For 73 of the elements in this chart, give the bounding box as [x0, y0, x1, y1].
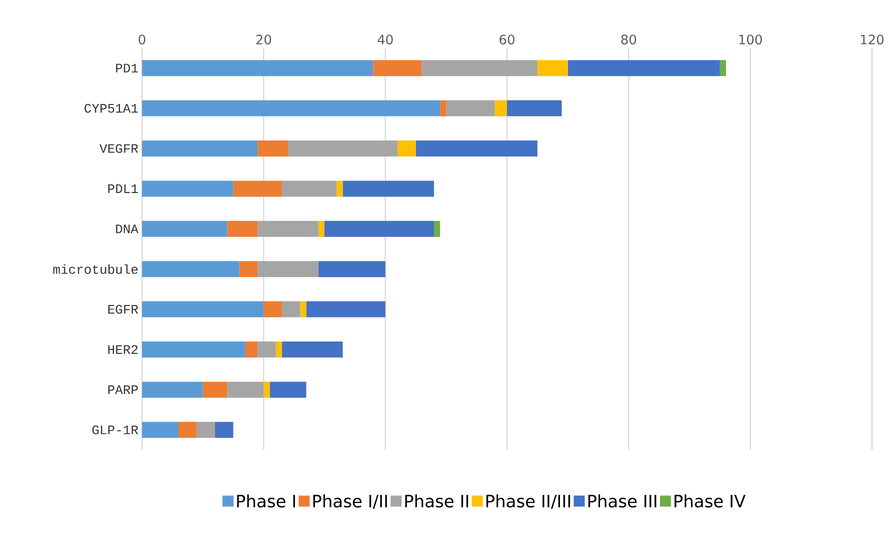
y-tick-label: PD1 [116, 64, 138, 72]
bar [422, 60, 538, 76]
bar [440, 100, 446, 116]
y-tick-label: VEGFR [100, 144, 138, 153]
x-tick-label: 0 [138, 34, 146, 44]
bar [142, 261, 240, 278]
bar [507, 100, 562, 116]
bar [245, 341, 258, 358]
bar [215, 422, 234, 438]
bar [434, 220, 440, 237]
y-tick-label: CYP51A1 [84, 104, 138, 113]
bar [318, 261, 386, 278]
bar [202, 382, 228, 398]
bar [196, 422, 216, 438]
y-tick-label: GLP-1R [92, 425, 138, 434]
bar [264, 301, 282, 318]
bar [264, 382, 270, 398]
bar [288, 140, 398, 156]
y-tick-label: PARP [108, 385, 138, 394]
bar [258, 220, 318, 237]
bar [446, 100, 495, 116]
bar [276, 341, 282, 358]
legend-label: Phase II/III [486, 494, 570, 509]
bar [282, 180, 337, 197]
bar [142, 382, 203, 398]
bar [142, 422, 179, 438]
bar [300, 301, 306, 318]
bar [270, 382, 306, 398]
x-tick-label: 60 [500, 34, 514, 44]
bar [324, 220, 434, 237]
y-tick-label: DNA [116, 224, 138, 234]
y-tick-label: EGFR [108, 304, 138, 314]
x-tick-label: 120 [861, 34, 884, 44]
bar [142, 60, 374, 76]
bar [233, 180, 282, 197]
bar [142, 100, 440, 116]
y-tick-label: PDL1 [108, 184, 138, 193]
bar [142, 301, 264, 318]
legend-label: Phase IV [674, 494, 746, 508]
bar [494, 100, 507, 116]
bar [318, 220, 325, 237]
bar [142, 180, 234, 197]
bar [373, 60, 422, 76]
bar [178, 422, 197, 438]
y-tick-label: HER2 [108, 345, 138, 354]
bar [720, 60, 726, 76]
bar [568, 60, 720, 76]
bar [398, 140, 416, 156]
x-tick-label: 40 [378, 34, 393, 44]
bar [306, 301, 386, 318]
bar [239, 261, 258, 278]
bar [282, 301, 300, 318]
bar [342, 180, 434, 197]
x-tick-label: 80 [621, 34, 636, 44]
bar [258, 341, 276, 358]
y-tick-label: microtubule [53, 264, 138, 274]
bar [282, 341, 343, 358]
bar [142, 341, 246, 358]
bar [142, 220, 228, 237]
legend-label: Phase I [237, 494, 295, 508]
bar [227, 382, 264, 398]
legend-label: Phase II [405, 494, 468, 508]
bar [416, 140, 538, 156]
bar [142, 140, 258, 156]
x-tick-label: 20 [256, 34, 272, 44]
bar [336, 180, 343, 197]
x-tick-label: 100 [739, 34, 762, 44]
bar [537, 60, 568, 76]
bar [227, 220, 258, 237]
legend-label: Phase I/II [313, 494, 387, 509]
bar [258, 140, 288, 156]
bar [258, 261, 318, 278]
legend-label: Phase III [588, 494, 656, 508]
